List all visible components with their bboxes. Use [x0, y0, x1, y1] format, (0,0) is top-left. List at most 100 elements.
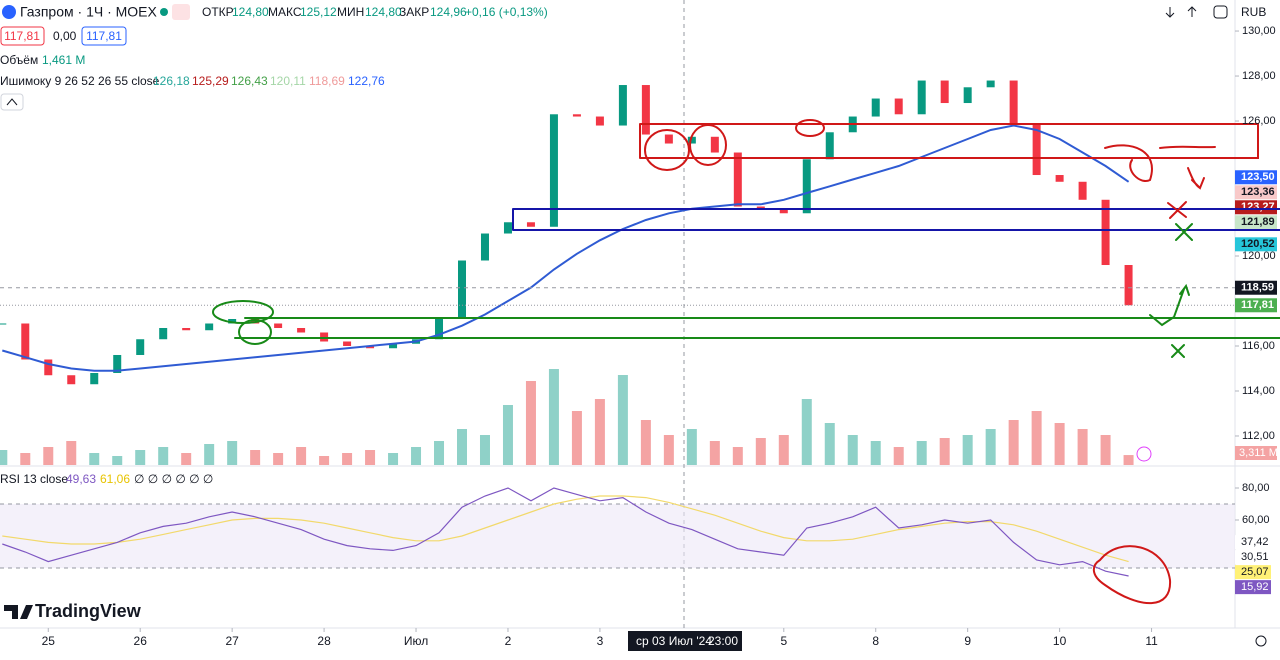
y-tick-label: 114,00	[1242, 385, 1275, 397]
price-badge	[1235, 170, 1277, 185]
brand-logo	[4, 605, 33, 619]
volume-bar	[732, 447, 743, 465]
volume-bar	[112, 456, 123, 465]
red-circle	[644, 129, 690, 171]
price-badge-label: 120,52	[1241, 238, 1275, 250]
price-badge-label: 123,50	[1241, 171, 1275, 183]
volume-label: Объём	[0, 53, 38, 67]
candle	[549, 114, 558, 227]
rsi-badge-label: 15,92	[1241, 581, 1269, 593]
volume-bar	[479, 435, 490, 465]
candle	[572, 114, 581, 117]
candle	[825, 132, 834, 160]
x-tick-label: 9	[964, 634, 971, 648]
candle	[228, 318, 237, 324]
candle	[871, 98, 880, 117]
candle	[67, 375, 76, 385]
volume-bar	[571, 411, 582, 465]
currency[interactable]: RUB	[1241, 5, 1266, 19]
volume-bar	[916, 441, 927, 465]
x-tick-label: 2	[505, 634, 512, 648]
x-tick-label: 27	[225, 634, 239, 648]
candle	[458, 260, 466, 319]
green-cross	[1171, 223, 1193, 358]
legend-value: 125,29	[192, 74, 229, 88]
green-zone	[234, 317, 1280, 339]
plot: 123,50 123,36 123,27 121,89 120,52 118,59 117,…	[0, 80, 1278, 595]
sell-button[interactable]	[0, 26, 45, 46]
red-arrow	[1104, 144, 1216, 190]
symbol[interactable]: Газпром · 1Ч · MOEX	[20, 4, 158, 20]
legend-value: ∅ ∅ ∅ ∅ ∅ ∅	[134, 472, 213, 486]
candle	[986, 80, 995, 88]
buy-price[interactable]: 117,81	[86, 29, 122, 43]
y-tick-label: 80,00	[1242, 482, 1270, 494]
rsi-badge	[1235, 580, 1271, 595]
x-tick-label: 10	[1053, 634, 1067, 648]
price-badge	[1235, 280, 1277, 295]
volume-bar	[273, 453, 284, 465]
ohlc-label: ОТКР	[202, 5, 234, 19]
volume-bar	[434, 441, 445, 465]
collapse-button[interactable]	[0, 93, 24, 111]
buy-button[interactable]	[81, 26, 127, 46]
price-badge	[1235, 215, 1277, 230]
red-zone	[639, 123, 1259, 159]
volume-bar	[663, 435, 674, 465]
y-tick-label: 116,00	[1242, 340, 1275, 352]
candle	[113, 354, 122, 373]
candle	[21, 323, 30, 360]
price-badge	[1235, 237, 1277, 252]
x-tick-label: 3	[597, 634, 604, 648]
volume-bar	[1031, 411, 1042, 465]
candle	[618, 85, 627, 126]
toolbar-icons[interactable]	[1165, 6, 1197, 18]
volume-bar	[709, 441, 720, 465]
volume-bar	[1077, 429, 1088, 465]
cursor-time: 23:00	[708, 634, 738, 648]
volume-bar	[824, 423, 835, 465]
candle	[1101, 199, 1110, 266]
x-tick-label: Июл	[404, 634, 428, 648]
volume-bar	[778, 435, 789, 465]
volume-bar	[365, 450, 376, 465]
candle	[940, 80, 949, 104]
ohlc-label: ЗАКР	[399, 5, 429, 19]
rsi-red-circle	[1092, 545, 1172, 605]
volume-bar	[342, 453, 353, 465]
candle	[687, 136, 696, 144]
volume-bar	[20, 453, 31, 465]
red-cross	[1167, 201, 1187, 219]
candle	[756, 206, 765, 209]
settings-icon[interactable]	[1255, 635, 1267, 647]
ohlc-value: 124,80	[365, 5, 402, 19]
ohlc-value: 124,96	[430, 5, 467, 19]
sell-price[interactable]: 117,81	[4, 29, 40, 43]
price-badge	[1235, 298, 1277, 313]
candle	[1078, 181, 1087, 200]
volume-bar	[893, 447, 904, 465]
y-tick-label: 130,00	[1242, 25, 1276, 37]
candle	[159, 327, 168, 340]
candle	[503, 222, 512, 234]
fullscreen-icon[interactable]	[1213, 5, 1228, 19]
candle	[1124, 265, 1133, 306]
rsi-label: RSI 13 close	[0, 472, 68, 486]
green-circle	[238, 319, 272, 345]
candle	[917, 80, 926, 115]
cursor-badge	[628, 631, 742, 651]
volume-bar	[1008, 420, 1019, 465]
candle	[641, 85, 650, 135]
flag[interactable]	[172, 4, 190, 20]
ichimoku-values: 126,18 125,29 126,43 120,11 118,69 122,76	[153, 74, 385, 88]
candle	[595, 116, 604, 126]
alert-icon[interactable]	[1136, 446, 1152, 462]
rsi-badge	[1235, 565, 1271, 580]
volume-bar	[135, 450, 146, 465]
candle	[894, 98, 903, 115]
volume-value: 1,461 M	[42, 53, 85, 67]
collapse-icon	[6, 98, 18, 106]
ohlc-value: 124,80	[232, 5, 269, 19]
candle	[205, 323, 214, 331]
price-badge-label: 121,89	[1241, 216, 1275, 228]
